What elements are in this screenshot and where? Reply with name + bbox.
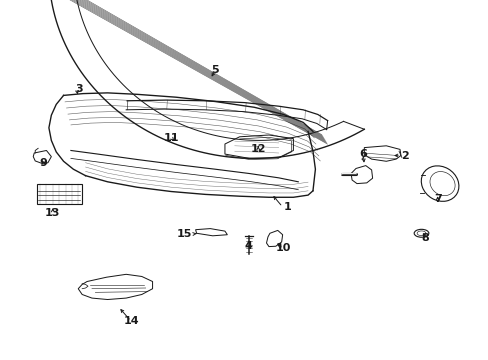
Text: 5: 5 (211, 65, 219, 75)
Text: 7: 7 (433, 194, 441, 204)
Text: 10: 10 (275, 243, 291, 253)
Text: 8: 8 (421, 233, 428, 243)
Text: 2: 2 (400, 150, 408, 161)
Text: 9: 9 (39, 158, 47, 168)
Text: 14: 14 (123, 316, 139, 326)
Polygon shape (350, 166, 372, 184)
Text: 11: 11 (163, 132, 179, 143)
Text: 12: 12 (250, 144, 265, 154)
Text: 13: 13 (45, 208, 61, 218)
Text: 15: 15 (177, 229, 192, 239)
Polygon shape (364, 146, 400, 161)
Polygon shape (224, 135, 293, 158)
Text: 1: 1 (283, 202, 291, 212)
Polygon shape (195, 229, 227, 236)
Polygon shape (33, 150, 51, 164)
Polygon shape (78, 274, 152, 300)
Polygon shape (266, 230, 282, 247)
Text: 6: 6 (359, 149, 366, 159)
Text: 3: 3 (76, 84, 83, 94)
Text: 4: 4 (244, 240, 252, 251)
